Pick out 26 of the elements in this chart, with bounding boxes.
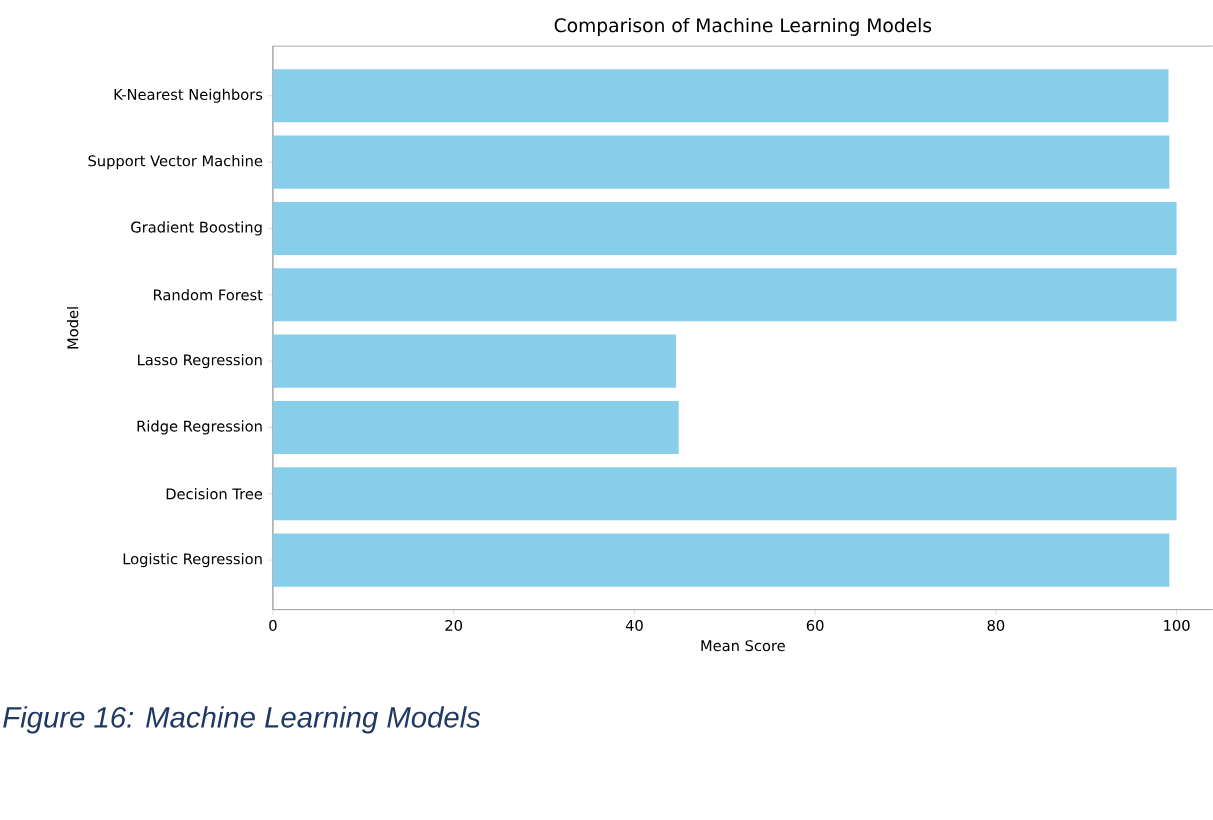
y-tick-label: Lasso Regression bbox=[138, 354, 262, 369]
y-tick-label: Logistic Regression bbox=[123, 553, 262, 568]
bar bbox=[272, 201, 1177, 256]
caption: Figure 16: Machine Learning Models bbox=[3, 706, 481, 734]
y-tick-label: Ridge Regression bbox=[137, 420, 262, 435]
bar bbox=[272, 401, 679, 455]
bar bbox=[272, 467, 1177, 521]
x-tick-label: 0 bbox=[269, 620, 277, 632]
y-tick-label: Support Vector Machine bbox=[88, 155, 263, 170]
x-tick-label: 100 bbox=[1164, 620, 1190, 632]
bar bbox=[272, 334, 676, 388]
x-tick-label: 40 bbox=[625, 620, 643, 632]
bar bbox=[272, 268, 1177, 322]
x-axis-title: Mean Score bbox=[701, 640, 785, 652]
y-tick-label: Random Forest bbox=[153, 289, 263, 301]
x-tick-label: 80 bbox=[987, 620, 1005, 632]
x-tick-label: 20 bbox=[445, 620, 463, 632]
x-tick-label: 60 bbox=[806, 620, 824, 632]
y-tick-label: Decision Tree bbox=[166, 488, 263, 500]
y-axis-title: Model bbox=[67, 307, 79, 349]
y-tick-label: K-Nearest Neighbors bbox=[114, 88, 263, 103]
y-tick-label: Gradient Boosting bbox=[131, 221, 262, 236]
bar bbox=[272, 533, 1170, 587]
bar bbox=[272, 69, 1169, 123]
bar bbox=[272, 135, 1170, 189]
chart-title: Comparison of Machine Learning Models bbox=[554, 17, 932, 37]
